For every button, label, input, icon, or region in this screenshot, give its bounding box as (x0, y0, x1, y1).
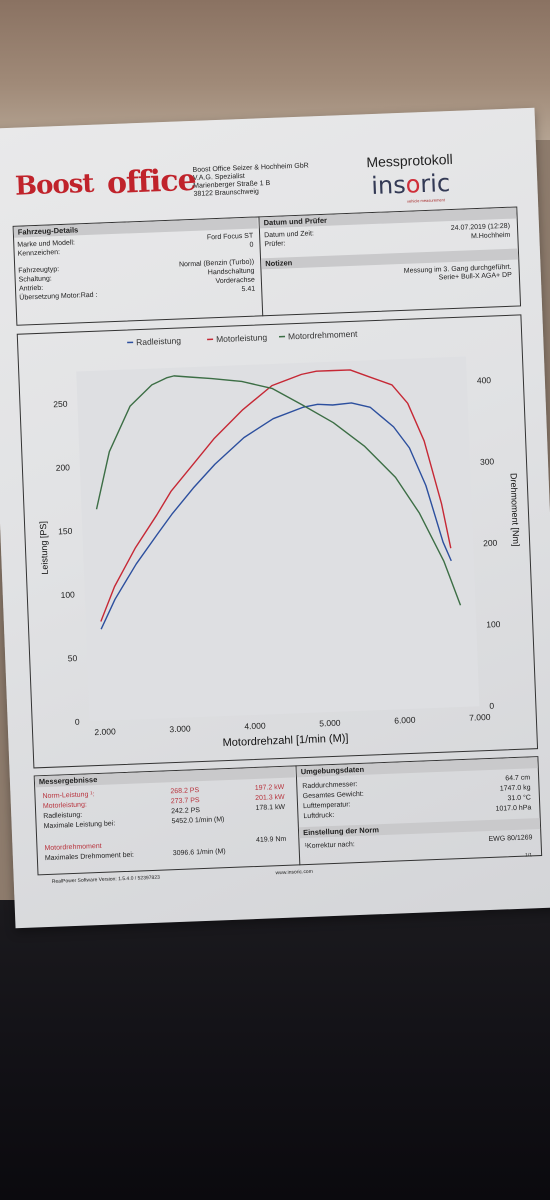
env-value: 31.0 °C (507, 794, 532, 803)
y-left-tick-label: 250 (53, 399, 68, 410)
insoric-tagline: vehicle measurement (406, 197, 446, 204)
result-ps: 268.2 PS (170, 787, 200, 796)
row-label: Antrieb: (18, 284, 44, 293)
y-left-tick-label: 100 (60, 589, 75, 600)
max-torque-value: 3096.6 1/min (M) (172, 848, 226, 858)
result-label: Motorleistung: (42, 801, 87, 811)
max-power-label: Maximale Leistung bei: (43, 820, 116, 831)
series-line-motorleistung (100, 369, 452, 622)
row-value: 5.41 (241, 285, 256, 294)
legend-label: Radleistung (136, 335, 182, 347)
protocol-title: Messprotokoll (366, 150, 454, 171)
result-kw: 201.3 kW (255, 793, 285, 802)
y-right-tick-label: 200 (483, 538, 498, 549)
y-left-tick-label: 150 (58, 526, 73, 537)
software-version: RealPower Software Version: 1.5.4.0 / 52… (51, 874, 160, 885)
company-address: Boost Office Seizer & Hochheim GbR V.A.G… (192, 162, 333, 199)
env-value: 1017.0 hPa (495, 804, 532, 813)
result-label: Radleistung: (43, 811, 83, 821)
vehicle-rows: Marke und Modell: Ford Focus ST Kennzeic… (17, 232, 259, 303)
result-kw: 197.2 kW (254, 783, 285, 792)
insoric-logo-accent: o (405, 170, 421, 199)
x-tick-label: 5.000 (319, 718, 341, 729)
series-line-radleistung (100, 402, 452, 630)
y-right-tick-label: 0 (489, 701, 494, 711)
y-right-tick-label: 100 (486, 619, 501, 630)
row-label: Kennzeichen: (17, 249, 61, 258)
tester-label: Prüfer: (264, 240, 286, 249)
max-power-value: 5452.0 1/min (M) (171, 816, 225, 826)
norm-label: ¹Korrektur nach: (304, 841, 355, 851)
date-label: Datum und Zeit: (264, 230, 315, 240)
tester-value: M.Hochheim (470, 231, 511, 241)
row-value: 0 (249, 241, 254, 249)
x-tick-label: 6.000 (394, 715, 416, 726)
results-table: Norm-Leistung ¹: 268.2 PS 197.2 kW Motor… (42, 784, 295, 866)
result-ps: 242.2 PS (171, 807, 201, 816)
insoric-logo-text: insoric (370, 169, 451, 201)
norm-value: EWG 80/1269 (488, 834, 533, 844)
row-label: Marke und Modell: (17, 239, 76, 249)
env-label: Gesamtes Gewicht: (302, 790, 364, 801)
x-axis-label: Motordrehzahl [1/min (M)] (222, 732, 348, 749)
dyno-chart: Radleistung Motorleistung Motordrehmoment 2… (38, 329, 521, 749)
row-value: Vorderachse (215, 276, 255, 286)
result-kw: 178.1 kW (255, 803, 286, 812)
y-left-tick-label: 200 (56, 462, 71, 473)
series-line-motordrehmoment (95, 375, 462, 606)
y-right-tick-label: 300 (480, 456, 495, 467)
y-left-axis-label: Leistung [PS] (38, 521, 50, 575)
x-tick-label: 3.000 (169, 723, 191, 734)
office-logo-word: office (106, 162, 197, 202)
env-label: Lufttemperatur: (302, 801, 351, 811)
torque-label: Motordrehmoment (44, 842, 102, 853)
y-left-tick-label: 0 (75, 717, 80, 727)
env-label: Raddurchmesser: (302, 781, 358, 791)
result-ps: 273.7 PS (170, 797, 200, 806)
page-number: 1/1 (525, 852, 533, 859)
env-value: 64.7 cm (505, 774, 531, 783)
x-tick-label: 4.000 (244, 721, 266, 732)
y-right-axis-label: Drehmoment [Nm] (508, 473, 521, 547)
sheet-content: Boost office Boost Office Seizer & Hochh… (10, 148, 547, 887)
website: www.insoric.com (275, 868, 313, 877)
plot-area (76, 356, 480, 722)
env-label: Luftdruck: (303, 811, 335, 821)
row-label: Schaltung: (18, 275, 52, 284)
legend-label: Motordrehmoment (288, 329, 358, 342)
y-right-tick-label: 400 (477, 375, 492, 386)
boost-logo-word: Boost (14, 168, 94, 202)
env-value: 1747.0 kg (499, 784, 531, 793)
x-tick-label: 7.000 (469, 712, 491, 723)
legend-label: Motorleistung (216, 332, 268, 344)
x-tick-label: 2.000 (94, 726, 116, 737)
insoric-logo: insoric (371, 169, 451, 200)
y-left-tick-label: 50 (68, 653, 78, 663)
result-label: Norm-Leistung ¹: (42, 791, 95, 801)
floor-background (0, 900, 550, 1200)
measurement-sheet: Boost office Boost Office Seizer & Hochh… (0, 107, 550, 929)
row-label: Fahrzeugtyp: (18, 266, 60, 275)
torque-value: 419.9 Nm (255, 835, 287, 844)
